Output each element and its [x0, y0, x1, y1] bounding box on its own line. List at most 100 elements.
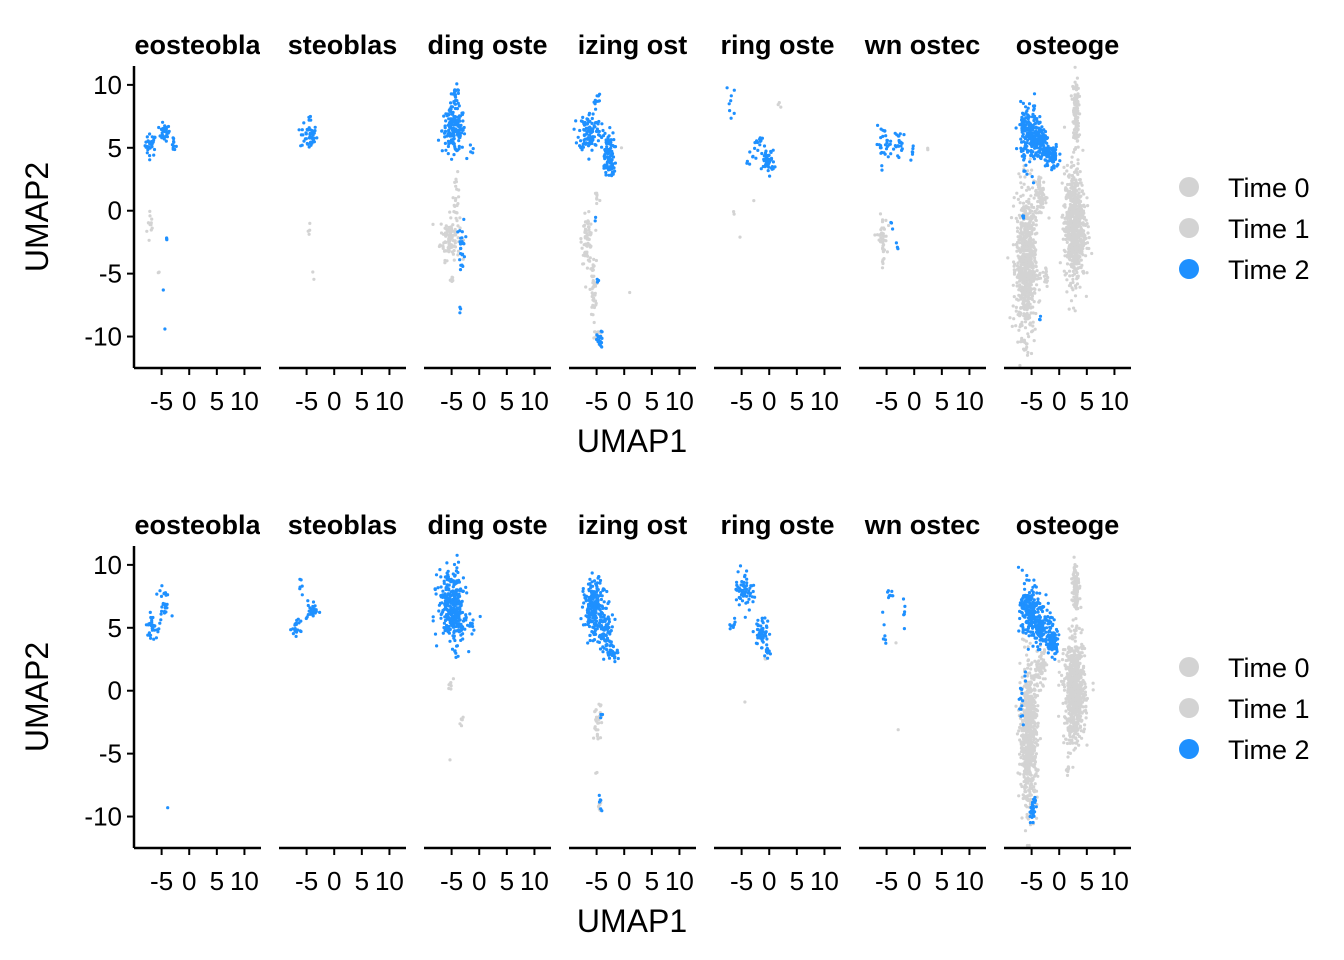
point-time2 [453, 106, 457, 111]
point-time0-1 [1042, 649, 1047, 654]
point-time0-1 [1028, 322, 1032, 326]
point-time2 [439, 575, 443, 579]
point-time2 [766, 169, 770, 173]
point-time2 [446, 139, 450, 143]
point-time2 [734, 587, 738, 592]
point-time2 [578, 128, 582, 133]
point-time0-1 [1039, 672, 1043, 676]
x-tick-label: 5 [355, 386, 369, 416]
point-time0-1 [444, 224, 448, 228]
point-time2 [572, 127, 576, 131]
point-time2 [460, 610, 465, 615]
point-time0-1 [1018, 175, 1023, 179]
point-time0-1 [1073, 245, 1077, 249]
point-time2 [170, 143, 174, 147]
y-tick-label: -5 [99, 259, 122, 289]
point-time2 [771, 148, 775, 152]
point-time0-1 [587, 225, 591, 229]
point-time0-1 [1085, 271, 1089, 275]
point-time2 [449, 577, 453, 582]
point-time2 [1043, 130, 1048, 134]
point-time0-1 [1039, 688, 1043, 692]
point-time0-1 [1078, 285, 1082, 289]
point-time0-1 [1064, 271, 1069, 275]
point-time0-1 [1025, 812, 1029, 817]
point-time2 [596, 339, 600, 344]
point-time2 [1037, 137, 1041, 142]
point-time0-1 [1032, 724, 1037, 728]
point-time0-1 [583, 211, 587, 215]
point-time2 [297, 128, 301, 132]
point-time0-1 [1021, 266, 1026, 270]
point-time2 [598, 634, 602, 638]
point-time2 [453, 121, 457, 125]
point-time0-1 [1028, 253, 1032, 257]
point-time2 [1038, 134, 1042, 138]
point-time0-1 [439, 222, 443, 226]
point-time0-1 [1077, 207, 1081, 211]
point-time0-1 [1067, 248, 1071, 252]
point-time0-1 [453, 241, 457, 245]
point-time0-1 [1036, 204, 1040, 209]
point-time2 [299, 619, 303, 623]
point-time2 [471, 151, 475, 155]
point-time0-1 [1024, 229, 1028, 233]
point-time0-1 [1082, 229, 1086, 233]
point-time2 [431, 619, 435, 623]
point-time2 [584, 599, 588, 603]
point-time2 [447, 628, 451, 632]
point-time2 [747, 608, 751, 612]
point-time2 [1043, 148, 1047, 152]
point-time2 [603, 638, 607, 642]
point-time2 [171, 136, 175, 140]
point-time0-1 [586, 241, 590, 245]
point-time0-1 [1016, 298, 1021, 302]
point-time2 [596, 139, 601, 143]
point-time2 [447, 128, 451, 132]
point-time0-1 [1080, 263, 1084, 267]
point-time2 [586, 641, 590, 645]
point-time2 [441, 610, 445, 614]
point-time2 [766, 650, 770, 654]
point-time2 [1022, 127, 1026, 131]
point-time0-1 [592, 736, 596, 740]
point-time2 [445, 624, 449, 628]
point-time0-1 [1084, 254, 1088, 258]
point-time0-1 [583, 254, 587, 258]
point-time2 [302, 121, 306, 125]
x-axis-title: UMAP1 [577, 903, 687, 939]
point-time2 [446, 144, 450, 149]
point-time2 [596, 99, 601, 103]
point-time2 [453, 582, 457, 586]
point-time0-1 [1019, 294, 1023, 298]
point-time2 [462, 132, 467, 136]
point-time0-1 [1035, 816, 1039, 820]
point-time0-1 [1022, 262, 1027, 266]
point-time0-1 [1074, 118, 1078, 122]
point-time2 [160, 127, 164, 131]
point-time2 [310, 131, 314, 136]
point-time0-1 [594, 727, 598, 731]
point-time0-1 [1011, 304, 1015, 308]
point-time0-1 [1028, 740, 1032, 744]
point-time2 [155, 592, 159, 596]
point-time0-1 [1075, 270, 1079, 275]
point-time2 [445, 561, 449, 565]
point-time0-1 [150, 226, 154, 230]
point-time2 [1050, 159, 1054, 163]
point-time2 [743, 587, 747, 591]
point-time0-1 [311, 270, 315, 274]
point-time2 [1045, 162, 1049, 166]
point-time0-1 [1041, 658, 1045, 662]
point-time2 [769, 150, 773, 154]
x-tick-label: 5 [790, 866, 804, 896]
point-time0-1 [453, 227, 457, 232]
point-time0-1 [1071, 280, 1075, 285]
point-time2 [766, 619, 770, 623]
x-axis-title: UMAP1 [577, 423, 687, 459]
point-time2 [1036, 153, 1040, 158]
point-time2 [439, 585, 443, 589]
point-time0-1 [1025, 653, 1029, 657]
point-time2 [468, 612, 472, 616]
